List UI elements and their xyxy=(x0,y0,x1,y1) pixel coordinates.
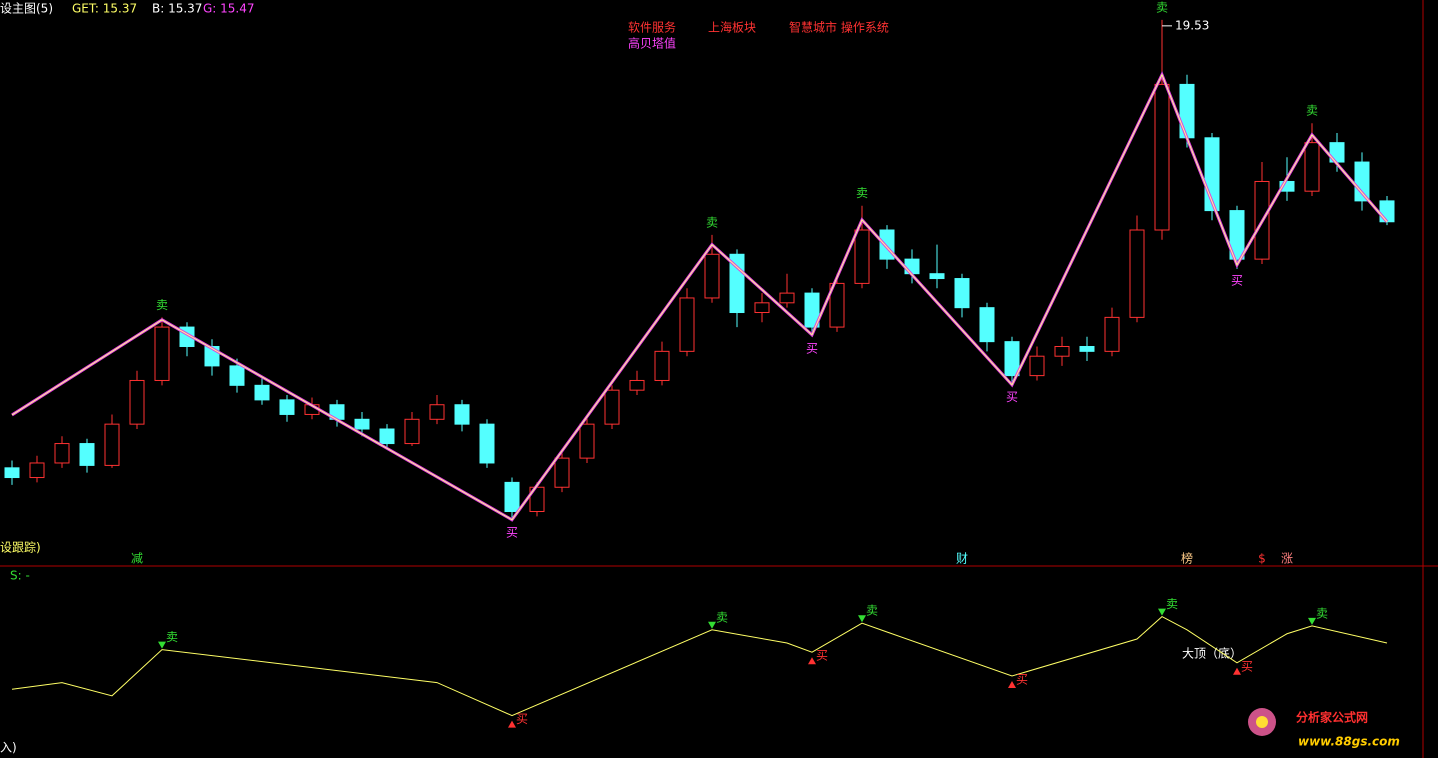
watermark-name: 分析家公式网 xyxy=(1296,710,1368,725)
indicator-signal: 卖 xyxy=(1166,597,1178,611)
candle-body xyxy=(704,253,720,299)
indicator-signal: 卖 xyxy=(866,604,878,618)
watermark-url: www.88gs.com xyxy=(1298,735,1400,749)
indicator-note: 大顶（底） xyxy=(1182,646,1242,661)
candle-body xyxy=(1054,345,1070,357)
candle-body xyxy=(429,404,445,420)
g-value: G: 15.47 xyxy=(203,2,255,16)
zigzag-line-inner xyxy=(11,73,1388,521)
candle-body xyxy=(779,292,795,304)
watermark: 分析家公式网 www.88gs.com xyxy=(1248,708,1400,749)
candle-body xyxy=(1004,341,1020,377)
signal-label: 卖 xyxy=(706,215,718,229)
watermark-logo xyxy=(1256,716,1268,728)
indicator-signal: 买 xyxy=(1016,673,1028,687)
candle-body xyxy=(229,365,245,386)
candle-body xyxy=(1079,345,1095,352)
candle-body xyxy=(504,481,520,513)
indicator-signal: 买 xyxy=(1241,659,1253,673)
candle-body xyxy=(404,418,420,445)
candle-body xyxy=(129,379,145,425)
candle-body xyxy=(654,350,670,381)
footer-label: 设跟踪) xyxy=(0,541,41,555)
signal-arrow xyxy=(1308,617,1316,625)
candle-body xyxy=(1104,316,1120,352)
indicator-signal: 卖 xyxy=(166,630,178,644)
indicator-signal: 卖 xyxy=(716,610,728,624)
signal-label: 卖 xyxy=(856,186,868,200)
signal-label: 买 xyxy=(806,341,818,355)
candle-body xyxy=(929,273,945,280)
candle-body xyxy=(29,462,45,479)
signal-arrow xyxy=(1008,681,1016,688)
signal-arrow xyxy=(858,615,866,623)
tag: 智慧城市 操作系统 xyxy=(789,20,889,35)
chart-title: 设主图(5) xyxy=(0,2,53,16)
signal-label: 卖 xyxy=(1306,104,1318,118)
candle-body xyxy=(1304,142,1320,192)
indicator-line xyxy=(11,615,1388,717)
marker-label: 涨 xyxy=(1281,551,1293,566)
candle-body xyxy=(154,326,170,381)
signal-label: 卖 xyxy=(1156,0,1168,14)
signal-arrow xyxy=(808,657,816,665)
candle-body xyxy=(1279,180,1295,192)
candle-body xyxy=(754,302,770,314)
candle-body xyxy=(854,229,870,284)
candle-body xyxy=(579,423,595,459)
candle-body xyxy=(1379,200,1395,223)
marker-label: 财 xyxy=(956,552,968,566)
marker-label: $ xyxy=(1258,552,1266,566)
tag: 高贝塔值 xyxy=(628,36,676,51)
indicator-signal: 卖 xyxy=(1316,606,1328,620)
candle-body xyxy=(1354,161,1370,202)
candle-body xyxy=(279,399,295,415)
candle-body xyxy=(1129,229,1145,318)
marker-label: 榜 xyxy=(1181,551,1193,566)
signal-label: 买 xyxy=(1231,273,1243,287)
signal-arrow xyxy=(1158,608,1166,616)
candle-body xyxy=(554,457,570,488)
candle-body xyxy=(829,282,845,328)
signal-arrow xyxy=(158,641,166,649)
candle-body xyxy=(604,389,620,425)
candle-body xyxy=(254,384,270,401)
signal-arrow xyxy=(1233,667,1241,675)
indicator-signal: 买 xyxy=(516,712,528,726)
tag: 软件服务 xyxy=(628,20,676,35)
candle-body xyxy=(954,278,970,309)
candle-body xyxy=(54,443,70,464)
candle-body xyxy=(629,379,645,391)
marker-label: 减 xyxy=(131,552,143,566)
get-value: GET: 15.37 xyxy=(72,2,137,16)
candle-body xyxy=(979,307,995,343)
peak-label: 19.53 xyxy=(1175,18,1209,32)
candle-body xyxy=(1029,355,1045,377)
tag: 上海板块 xyxy=(708,20,756,35)
indicator-name: S: - xyxy=(10,569,30,583)
candle-body xyxy=(79,443,95,466)
candle-body xyxy=(479,423,495,464)
candle-body xyxy=(1154,83,1170,231)
candle-body xyxy=(1229,210,1245,260)
candle-body xyxy=(454,404,470,425)
indicator-footer: 入) xyxy=(0,741,17,755)
b-value: B: 15.37 xyxy=(152,2,202,16)
candle-body xyxy=(1179,83,1195,139)
candle-body xyxy=(4,467,20,479)
indicator-signal: 买 xyxy=(816,649,828,663)
candle-body xyxy=(804,292,820,328)
candle-body xyxy=(679,297,695,352)
candle-body xyxy=(104,423,120,466)
signal-label: 买 xyxy=(506,526,518,540)
candle-body xyxy=(354,418,370,430)
candle-body xyxy=(379,428,395,445)
signal-label: 买 xyxy=(1006,390,1018,404)
signal-label: 卖 xyxy=(156,298,168,312)
signal-arrow xyxy=(708,621,716,629)
signal-arrow xyxy=(508,720,516,728)
